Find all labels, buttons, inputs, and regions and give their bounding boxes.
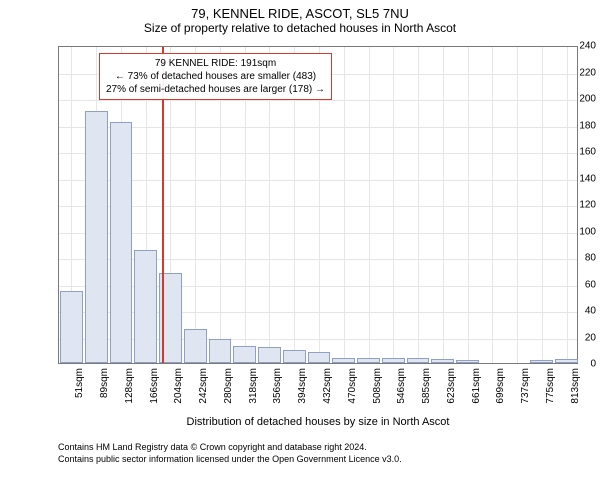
histogram-bar bbox=[110, 122, 133, 363]
histogram-bar bbox=[209, 339, 232, 363]
xtick-label: 699sqm bbox=[495, 368, 506, 404]
xtick-label: 623sqm bbox=[446, 368, 457, 404]
ytick-label: 100 bbox=[544, 226, 596, 237]
xtick-label: 470sqm bbox=[347, 368, 358, 404]
histogram-bar bbox=[456, 360, 479, 363]
ytick-label: 180 bbox=[544, 120, 596, 131]
histogram-bar bbox=[184, 329, 207, 363]
histogram-bar bbox=[407, 358, 430, 363]
gridline-h bbox=[59, 153, 577, 154]
xtick-label: 775sqm bbox=[545, 368, 556, 404]
xtick-label: 546sqm bbox=[396, 368, 407, 404]
ytick-label: 220 bbox=[544, 67, 596, 78]
histogram-bar bbox=[60, 291, 83, 363]
xtick-label: 89sqm bbox=[99, 368, 110, 398]
chart-title: 79, KENNEL RIDE, ASCOT, SL5 7NU bbox=[0, 0, 600, 21]
gridline-v bbox=[369, 47, 370, 363]
histogram-bar bbox=[233, 346, 256, 363]
gridline-h bbox=[59, 127, 577, 128]
gridline-v bbox=[542, 47, 543, 363]
gridline-h bbox=[59, 180, 577, 181]
histogram-bar bbox=[382, 358, 405, 363]
xtick-label: 585sqm bbox=[421, 368, 432, 404]
gridline-h bbox=[59, 206, 577, 207]
xtick-label: 166sqm bbox=[149, 368, 160, 404]
chart-container: { "header": { "title": "79, KENNEL RIDE,… bbox=[0, 0, 600, 500]
xtick-label: 661sqm bbox=[471, 368, 482, 404]
copyright-text: Contains HM Land Registry data © Crown c… bbox=[58, 442, 402, 465]
histogram-bar bbox=[431, 359, 454, 363]
ytick-label: 60 bbox=[544, 279, 596, 290]
gridline-v bbox=[517, 47, 518, 363]
ytick-label: 140 bbox=[544, 173, 596, 184]
xtick-label: 204sqm bbox=[173, 368, 184, 404]
xtick-label: 432sqm bbox=[322, 368, 333, 404]
plot-area: 79 KENNEL RIDE: 191sqm← 73% of detached … bbox=[58, 46, 578, 364]
gridline-v bbox=[344, 47, 345, 363]
xtick-label: 242sqm bbox=[198, 368, 209, 404]
xtick-label: 128sqm bbox=[124, 368, 135, 404]
histogram-bar bbox=[283, 350, 306, 363]
histogram-bar bbox=[85, 111, 108, 363]
histogram-bar bbox=[332, 358, 355, 363]
annotation-line-3: 27% of semi-detached houses are larger (… bbox=[106, 83, 325, 96]
x-axis-label: Distribution of detached houses by size … bbox=[58, 416, 578, 428]
xtick-label: 394sqm bbox=[297, 368, 308, 404]
xtick-label: 318sqm bbox=[248, 368, 259, 404]
histogram-bar bbox=[258, 347, 281, 363]
annotation-box: 79 KENNEL RIDE: 191sqm← 73% of detached … bbox=[99, 53, 332, 100]
ytick-label: 240 bbox=[544, 41, 596, 52]
copyright-line-1: Contains HM Land Registry data © Crown c… bbox=[58, 442, 402, 454]
gridline-v bbox=[443, 47, 444, 363]
chart-subtitle: Size of property relative to detached ho… bbox=[0, 21, 600, 39]
xtick-label: 51sqm bbox=[74, 368, 85, 398]
histogram-bar bbox=[357, 358, 380, 363]
annotation-line-2: ← 73% of detached houses are smaller (48… bbox=[106, 70, 325, 83]
gridline-v bbox=[418, 47, 419, 363]
xtick-label: 280sqm bbox=[223, 368, 234, 404]
histogram-bar bbox=[134, 250, 157, 363]
xtick-label: 356sqm bbox=[272, 368, 283, 404]
gridline-v bbox=[468, 47, 469, 363]
gridline-h bbox=[59, 233, 577, 234]
ytick-label: 200 bbox=[544, 94, 596, 105]
xtick-label: 813sqm bbox=[570, 368, 581, 404]
ytick-label: 80 bbox=[544, 253, 596, 264]
annotation-line-1: 79 KENNEL RIDE: 191sqm bbox=[106, 57, 325, 70]
xtick-label: 737sqm bbox=[520, 368, 531, 404]
gridline-h bbox=[59, 100, 577, 101]
histogram-bar bbox=[308, 352, 331, 363]
xtick-label: 508sqm bbox=[372, 368, 383, 404]
ytick-label: 40 bbox=[544, 306, 596, 317]
gridline-v bbox=[393, 47, 394, 363]
copyright-line-2: Contains public sector information licen… bbox=[58, 454, 402, 466]
ytick-label: 20 bbox=[544, 332, 596, 343]
ytick-label: 160 bbox=[544, 147, 596, 158]
ytick-label: 120 bbox=[544, 200, 596, 211]
gridline-v bbox=[492, 47, 493, 363]
